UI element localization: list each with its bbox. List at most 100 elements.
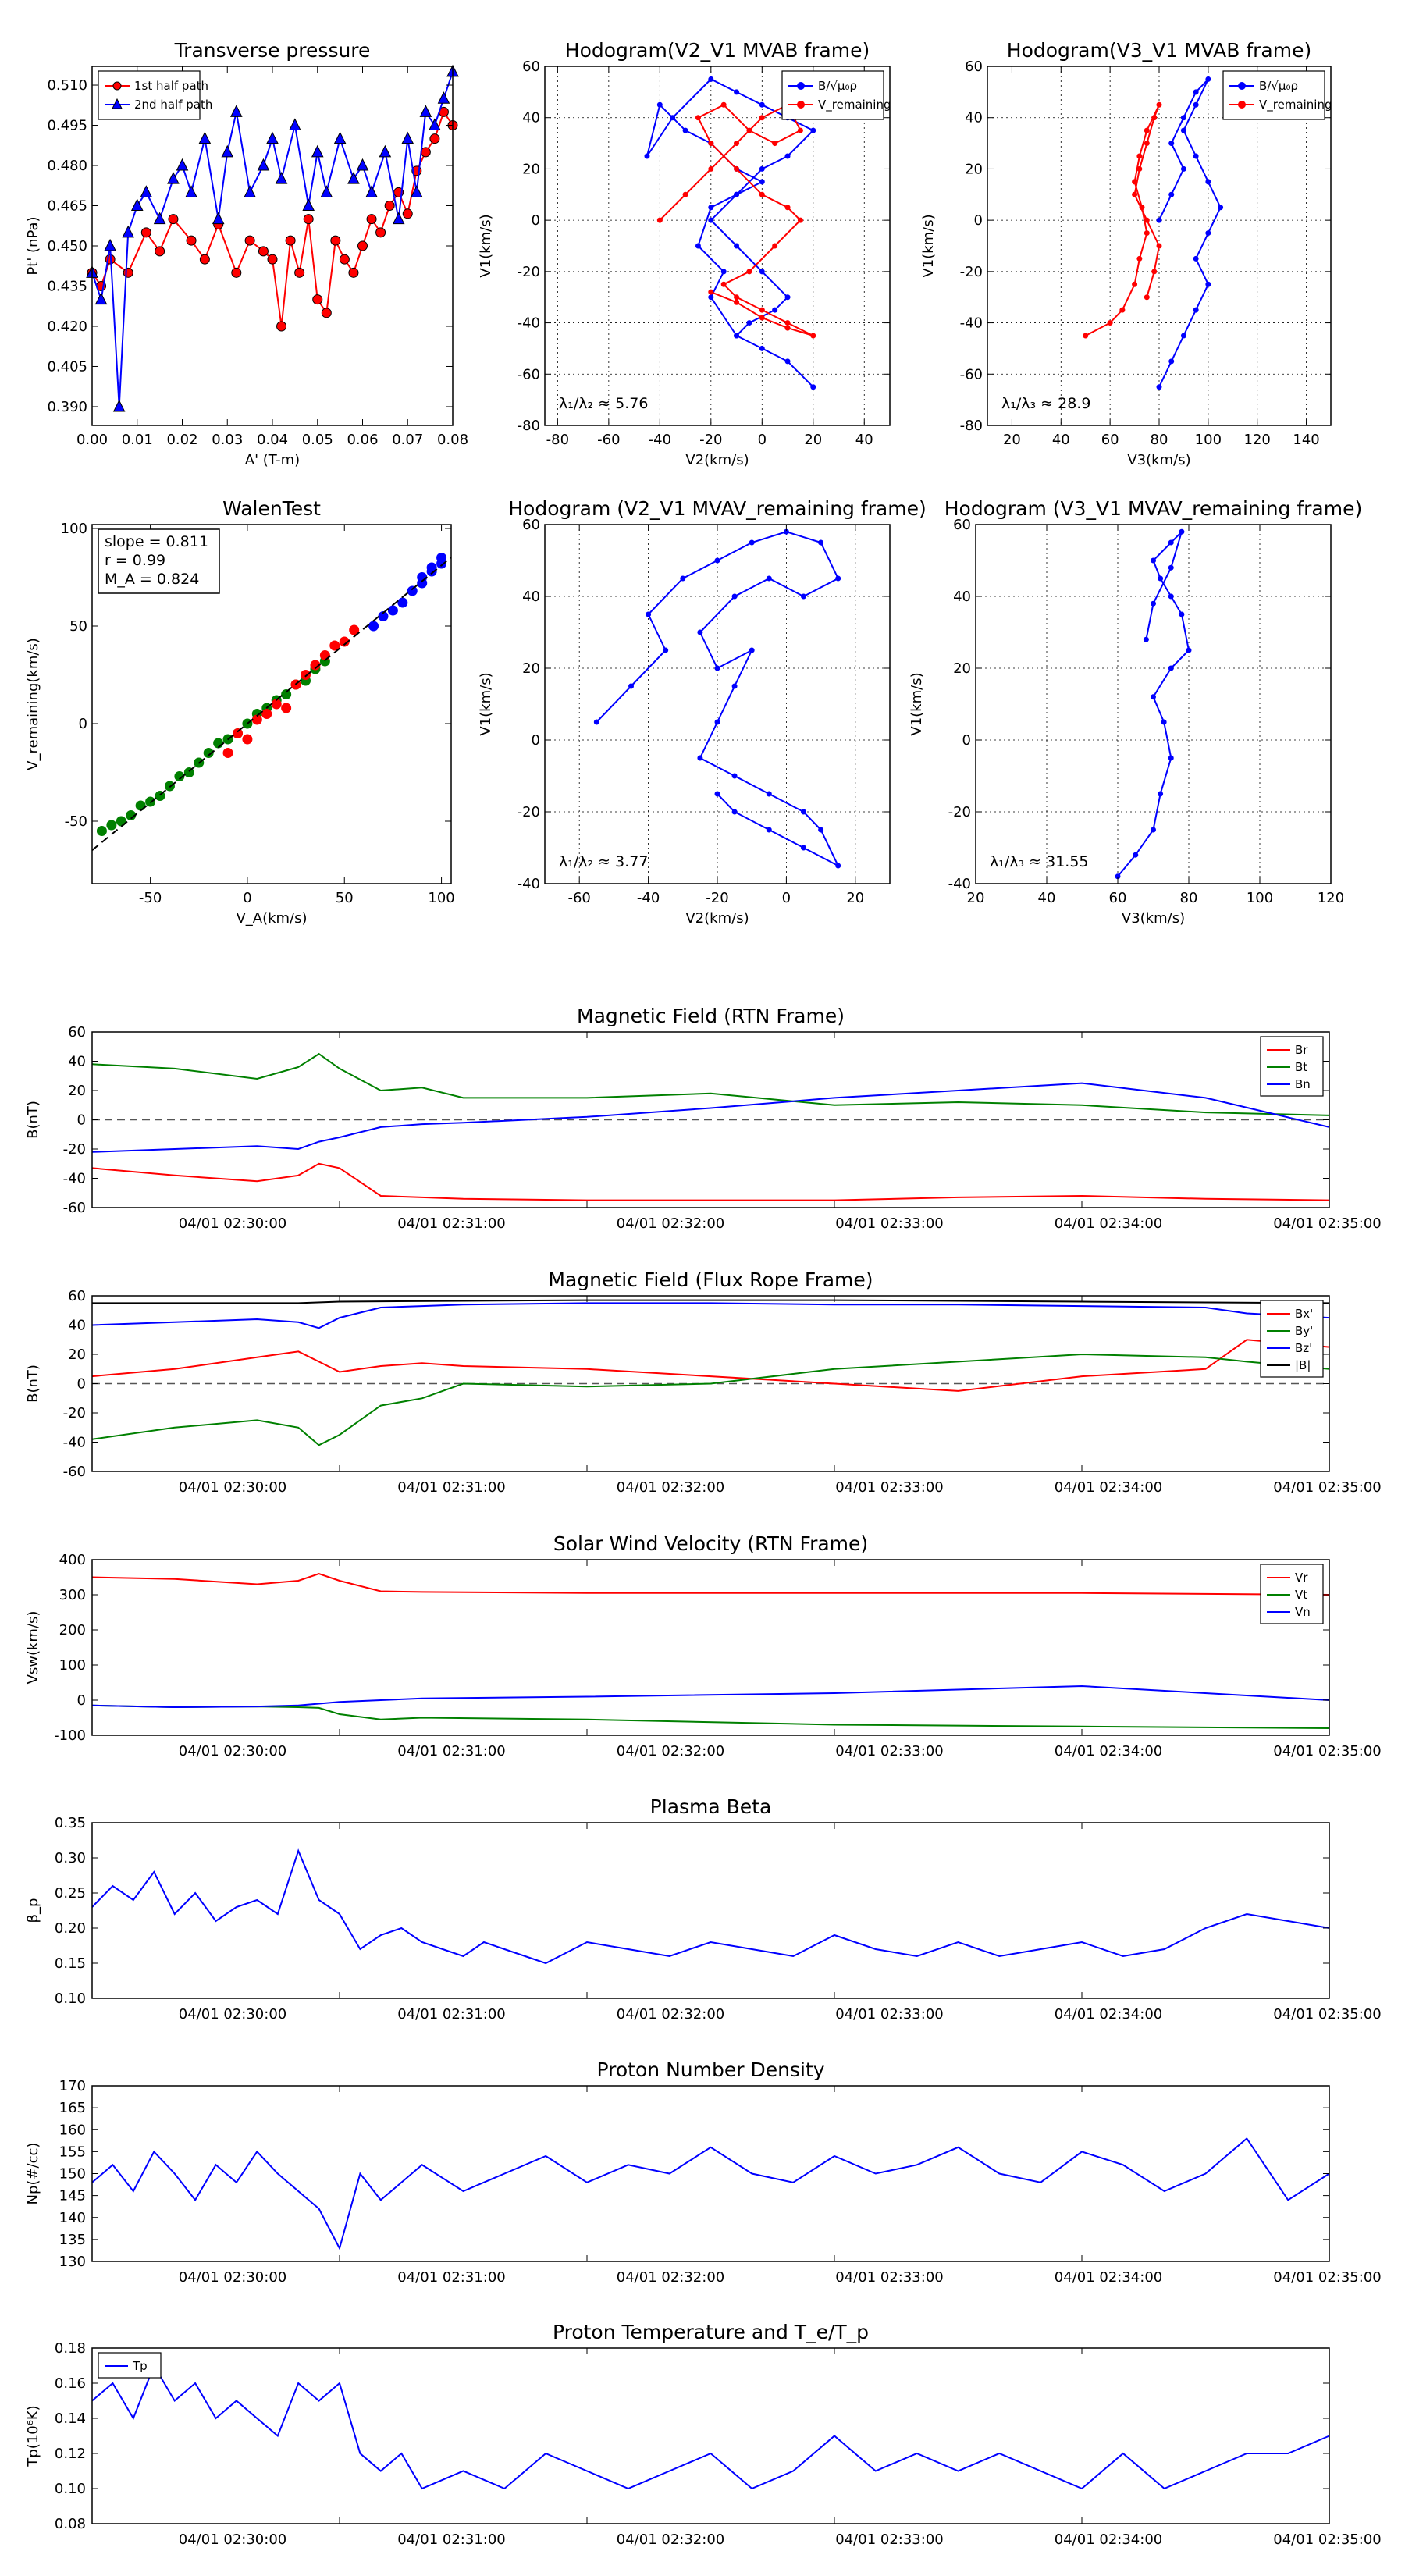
y-tick-label: 60 [68,1288,86,1304]
series-line [91,1339,1330,1392]
x-tick-label: -50 [139,890,162,906]
data-point [1186,647,1192,653]
x-tick-label: 04/01 02:30:00 [179,2532,286,2548]
x-tick-label: 80 [1180,890,1198,906]
data-point [1168,564,1174,571]
data-point [810,384,816,390]
y-axis-label: V_remaining(km/s) [25,638,41,770]
series-line [91,110,454,327]
data-point [348,267,359,278]
x-tick-label: 20 [804,432,822,448]
panel-title: Proton Number Density [597,2058,825,2081]
data-point [784,358,791,365]
legend-label: B/√μ₀ρ [818,79,857,93]
data-point [1143,636,1149,642]
panel-title: WalenTest [222,497,321,520]
y-tick-label: 160 [59,2122,86,2138]
data-point [759,179,765,185]
data-point [644,153,650,159]
data-point [1132,281,1138,287]
data-point [1144,230,1150,237]
data-point [112,399,126,412]
y-axis-label: β_p [25,1898,41,1923]
x-tick-label: 04/01 02:32:00 [617,1743,724,1759]
data-point [708,289,714,295]
x-axis-label: V2(km/s) [685,910,749,927]
data-point [1193,255,1199,262]
data-point [258,246,269,257]
y-tick-label: -20 [63,1141,86,1158]
y-tick-label: 40 [953,589,971,605]
data-point [1180,115,1186,121]
plot-frame [91,1822,1330,1999]
data-point [1151,600,1156,607]
y-axis-label: Tp(10⁶K) [25,2405,41,2467]
y-tick-label: 20 [68,1347,86,1363]
y-tick-label: 60 [522,517,540,533]
x-tick-label: 04/01 02:34:00 [1055,1215,1162,1232]
data-point [1136,153,1143,159]
y-axis-label: V1(km/s) [478,672,494,735]
data-point [266,131,279,144]
panel-plasma-beta: 04/01 02:30:00 04/01 02:31:00 04/01 02:32:… [25,1795,1382,2023]
legend-label: By' [1295,1324,1313,1338]
data-point [1180,165,1186,172]
y-tick-label: 0.12 [55,2446,86,2462]
data-point [123,267,133,278]
y-tick-label: 0 [79,716,87,732]
panel-title: Plasma Beta [650,1795,772,1818]
y-tick-label: 0.450 [47,238,87,254]
data-point [697,755,703,761]
data-point [759,101,765,108]
y-tick-label: -50 [65,813,87,830]
legend-label: Vt [1295,1588,1307,1602]
panel-magnetic-field-flux-rope: 04/01 02:30:00 04/01 02:31:00 04/01 02:32:… [25,1268,1382,1496]
y-tick-label: 0.420 [47,318,87,335]
data-point [772,141,778,147]
stats-line: r = 0.99 [105,552,165,569]
x-tick-label: 04/01 02:30:00 [179,2006,286,2023]
data-point [734,191,740,197]
y-axis-label: V1(km/s) [909,672,925,735]
y-tick-label: -60 [518,366,540,382]
x-tick-label: 04/01 02:32:00 [617,2269,724,2286]
data-point [734,165,740,172]
data-point [384,201,395,212]
data-point [731,593,738,600]
x-tick-label: 0.04 [257,432,288,448]
data-point [784,294,791,301]
y-tick-label: 60 [953,517,971,533]
x-tick-label: 140 [1293,432,1319,448]
y-tick-label: 135 [59,2232,86,2248]
eigenvalue-ratio-label: λ₁/λ₃ ≈ 28.9 [1001,395,1090,412]
series-line [91,1848,1330,1965]
data-point [407,585,418,596]
data-point [312,294,323,305]
x-tick-label: 04/01 02:35:00 [1273,2532,1381,2548]
data-point [1168,141,1175,147]
data-point [155,246,165,257]
data-point [301,670,311,680]
x-tick-label: 04/01 02:33:00 [835,2269,943,2286]
panel-hodogram-v2-v1-mvab: -80 -60 -40 -20 0 20 40 -80 -60 -40 -20 0 20 40 60 Hodo… [478,39,891,468]
series-line [91,1052,1330,1116]
x-tick-label: 04/01 02:30:00 [179,1215,286,1232]
x-tick-label: 0 [782,890,791,906]
data-point [749,647,755,653]
data-point [1168,665,1174,671]
data-point [436,553,447,563]
y-tick-label: 0.10 [55,2481,86,2497]
y-tick-label: -80 [960,418,983,434]
x-tick-label: 100 [428,890,454,906]
x-tick-label: 20 [1003,432,1021,448]
y-tick-label: 0.20 [55,1920,86,1937]
y-tick-label: 0.465 [47,198,87,215]
data-point [140,227,151,238]
data-point [1139,205,1145,211]
x-tick-label: 04/01 02:32:00 [617,1215,724,1232]
data-point [333,131,347,144]
legend-label: Vr [1295,1571,1308,1585]
data-point [429,118,441,131]
data-point [759,191,765,197]
data-point [1136,165,1143,172]
